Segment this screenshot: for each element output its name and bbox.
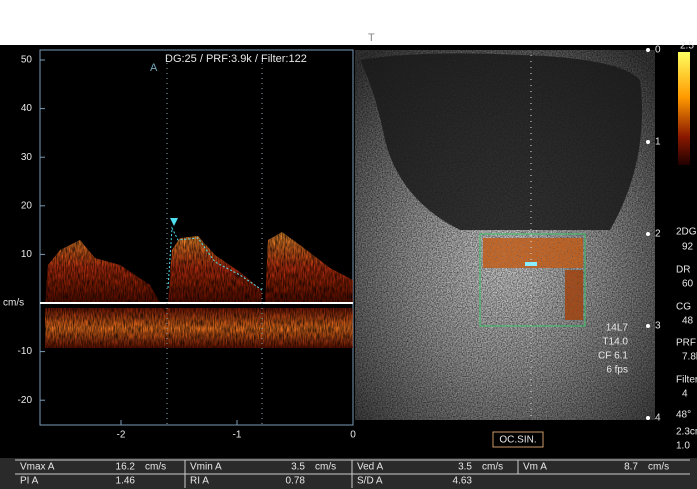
setting-label: 7.8k: [682, 352, 697, 363]
measure-unit: cm/s: [315, 462, 336, 473]
measure-label: Vm A: [523, 462, 547, 473]
probe-label: CF 6.1: [598, 351, 628, 362]
x-tick-label: -2: [117, 430, 126, 441]
top-margin: [0, 0, 697, 45]
setting-label: 60: [682, 279, 694, 290]
y-tick-label: 50: [21, 55, 33, 66]
setting-label: 4: [682, 389, 688, 400]
y-tick-label: 10: [21, 249, 33, 260]
color-bar-max: 2.5: [680, 41, 694, 52]
measure-label: Vmin A: [190, 462, 222, 473]
depth-label: 1: [655, 137, 661, 148]
measure-label: Ved A: [357, 462, 383, 473]
depth-label: 2: [655, 229, 661, 240]
y-tick-label: 40: [21, 103, 33, 114]
y-tick-label: 20: [21, 200, 33, 211]
sample-gate: [525, 262, 537, 266]
setting-label: DR: [676, 265, 690, 276]
setting-label: 48: [682, 316, 694, 327]
depth-dot: [646, 232, 650, 236]
y-tick-label: 30: [21, 152, 33, 163]
measure-value: 1.46: [116, 476, 136, 487]
depth-dot: [646, 416, 650, 420]
measure-label: RI A: [190, 476, 209, 487]
color-bar: [678, 52, 690, 165]
measure-label: PI A: [20, 476, 39, 487]
depth-dot: [646, 140, 650, 144]
measure-value: 4.63: [453, 476, 473, 487]
measure-value: 0.78: [286, 476, 306, 487]
setting-label: 48°: [676, 410, 691, 421]
measure-unit: cm/s: [648, 462, 669, 473]
setting-label: PRF: [676, 338, 696, 349]
image-label: OC.SIN.: [499, 435, 536, 446]
depth-label: 0: [655, 45, 661, 56]
setting-label: 1.0: [676, 441, 690, 452]
spectrum-negative: [45, 308, 353, 348]
measure-value: 8.7: [624, 462, 638, 473]
depth-dot: [646, 324, 650, 328]
depth-label: 4: [655, 413, 661, 424]
measure-unit: cm/s: [145, 462, 166, 473]
gate-marker: A: [150, 62, 158, 74]
probe-label: T14.0: [602, 337, 628, 348]
x-tick-label: 0: [350, 430, 356, 441]
setting-label: 2DG: [676, 227, 697, 238]
x-tick-label: -1: [233, 430, 242, 441]
y-tick-label: -10: [18, 346, 33, 357]
probe-label: 14L7: [606, 323, 629, 334]
depth-label: 3: [655, 321, 661, 332]
setting-label: Filter: [676, 375, 697, 386]
measure-label: Vmax A: [20, 462, 55, 473]
velocity-unit: cm/s: [3, 298, 24, 309]
measure-value: 3.5: [291, 462, 305, 473]
measure-value: 16.2: [116, 462, 136, 473]
page: {"doppler": {"header": "DG:25 / PRF:3.9k…: [0, 0, 697, 489]
y-tick-label: -20: [18, 395, 33, 406]
doppler-header: DG:25 / PRF:3.9k / Filter:122: [165, 53, 307, 65]
measure-unit: cm/s: [482, 462, 503, 473]
depth-dot: [646, 48, 650, 52]
setting-label: CG: [676, 302, 691, 313]
measure-label: S/D A: [357, 476, 383, 487]
screen: 2.5 T A DG:25 / PRF:3.9k / Filter:122 cm…: [0, 0, 697, 489]
t-marker: T: [368, 32, 375, 44]
setting-label: 2.3cm: [676, 427, 697, 438]
setting-label: 92: [682, 242, 694, 253]
measure-value: 3.5: [458, 462, 472, 473]
probe-label: 6 fps: [606, 365, 628, 376]
